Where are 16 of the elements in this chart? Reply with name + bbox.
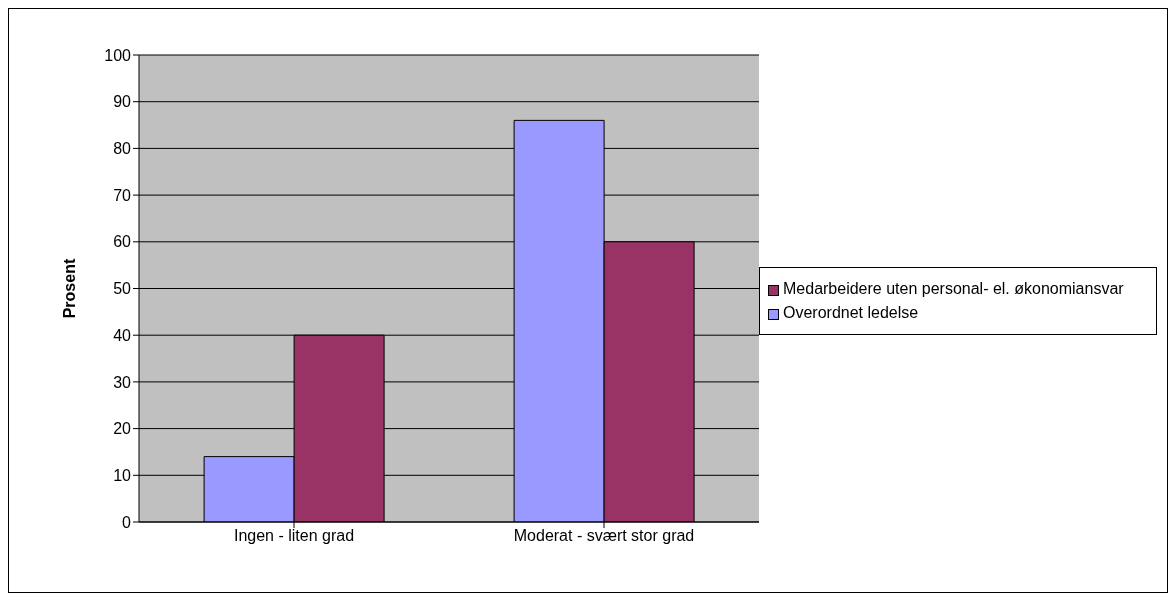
y-tick-label: 30 — [113, 373, 132, 391]
y-tick-label: 20 — [113, 420, 132, 438]
legend-label: Medarbeidere uten personal- el. økonomiansvar — [783, 279, 1124, 298]
x-tick-label: Ingen - liten grad — [233, 527, 355, 545]
y-tick-label: 0 — [122, 513, 132, 531]
y-tick-label: 70 — [113, 186, 132, 204]
y-tick-label: 80 — [113, 140, 132, 158]
y-tick-label: 10 — [113, 466, 132, 484]
legend-label: Overordnet ledelse — [783, 303, 919, 322]
y-axis-title: Prosent — [60, 258, 78, 319]
y-tick-label: 90 — [113, 93, 132, 111]
y-tick-label: 100 — [104, 46, 132, 64]
y-tick-label: 40 — [113, 326, 132, 344]
y-tick-label: 60 — [113, 233, 132, 251]
x-tick-label: Moderat - svært stor grad — [513, 527, 695, 545]
y-tick-label: 50 — [113, 280, 132, 298]
